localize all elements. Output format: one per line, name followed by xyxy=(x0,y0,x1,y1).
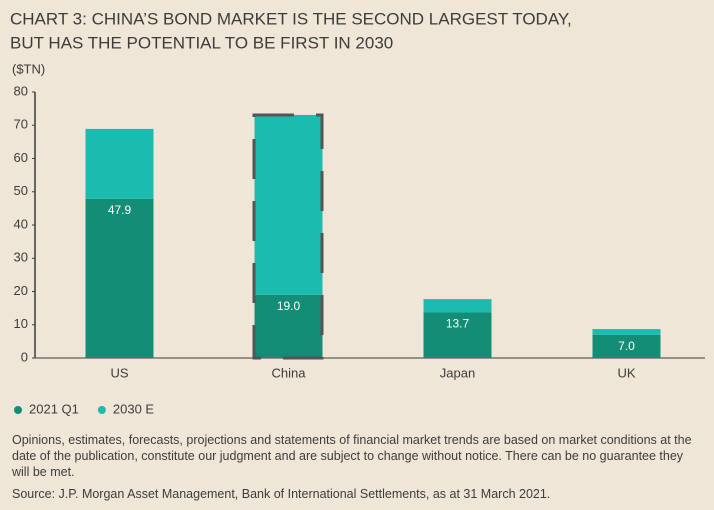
bar-segment xyxy=(423,312,492,358)
bar-segment xyxy=(592,334,661,358)
bar-segment xyxy=(254,114,323,295)
y-tick-label: 80 xyxy=(14,83,28,98)
source: Source: J.P. Morgan Asset Management, Ba… xyxy=(12,487,551,501)
y-tick-label: 0 xyxy=(21,349,28,364)
y-tick-label: 50 xyxy=(14,183,28,198)
y-tick-label: 40 xyxy=(14,216,28,231)
data-label: 7.0 xyxy=(618,339,635,353)
data-label: 13.7 xyxy=(446,317,470,331)
y-tick-label: 70 xyxy=(14,117,28,132)
x-tick-label: US xyxy=(110,365,128,380)
bar-segment xyxy=(254,294,323,358)
legend-label: 2030 E xyxy=(113,401,155,416)
bar-segment xyxy=(592,329,661,335)
footnote: Opinions, estimates, forecasts, projecti… xyxy=(12,433,692,479)
legend-marker xyxy=(14,406,22,414)
legend-label: 2021 Q1 xyxy=(29,401,79,416)
x-tick-label: China xyxy=(272,365,307,380)
highlight-box xyxy=(252,113,324,360)
bar-segment xyxy=(85,198,154,358)
data-label: 19.0 xyxy=(277,299,301,313)
chart-title: CHART 3: CHINA’S BOND MARKET IS THE SECO… xyxy=(10,9,572,28)
legend-marker xyxy=(97,406,106,414)
bar-segment xyxy=(85,128,154,199)
chart-title: BUT HAS THE POTENTIAL TO BE FIRST IN 203… xyxy=(10,33,393,52)
x-tick-label: UK xyxy=(617,365,635,380)
data-label: 47.9 xyxy=(108,203,132,217)
y-tick-label: 30 xyxy=(14,250,28,265)
y-axis-label: ($TN) xyxy=(12,61,45,76)
y-tick-label: 10 xyxy=(14,316,28,331)
y-tick-label: 60 xyxy=(14,150,28,165)
y-tick-label: 20 xyxy=(14,283,28,298)
x-tick-label: Japan xyxy=(440,365,475,380)
bar-segment xyxy=(423,299,492,313)
chart: CHART 3: CHINA’S BOND MARKET IS THE SECO… xyxy=(10,9,705,416)
